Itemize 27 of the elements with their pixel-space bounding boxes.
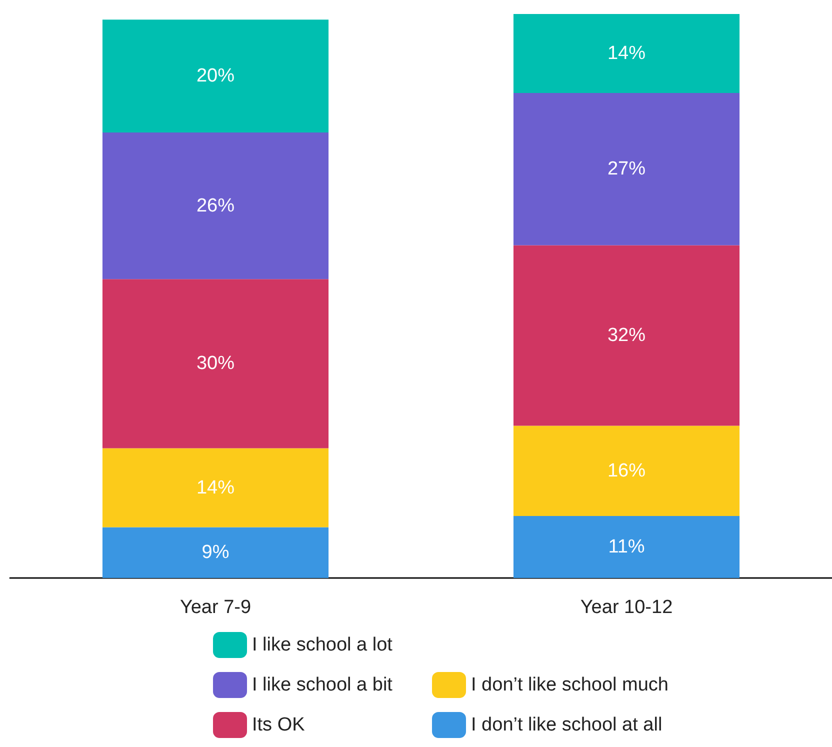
data-label: 11% [608, 536, 645, 558]
data-label: 20% [196, 66, 235, 87]
bar [513, 516, 740, 578]
bar [513, 245, 740, 426]
legend-label: I like school a bit [252, 674, 394, 696]
x-tick-label: Year 7-9 [180, 597, 252, 618]
bar [102, 20, 329, 132]
bar [513, 426, 740, 516]
bar [102, 279, 329, 448]
x-tick-label: Year 10-12 [580, 597, 673, 618]
legend-label: I don’t like school much [471, 674, 668, 696]
bar [513, 92, 740, 246]
legend-label: I don’t like school at all [471, 714, 662, 736]
legend-label: I like school a lot [252, 634, 394, 656]
bar [513, 14, 740, 93]
data-label: 30% [196, 353, 235, 374]
data-label: 26% [196, 195, 235, 216]
data-label: 16% [607, 460, 646, 482]
data-label: 32% [607, 324, 646, 346]
bar [102, 132, 329, 280]
data-label: 14% [607, 42, 646, 64]
data-label: 9% [202, 542, 230, 564]
data-label: 14% [196, 477, 235, 498]
bar [102, 448, 329, 528]
bar [102, 527, 329, 578]
data-label: 27% [607, 158, 646, 180]
legend-label: Its OK [252, 714, 306, 736]
